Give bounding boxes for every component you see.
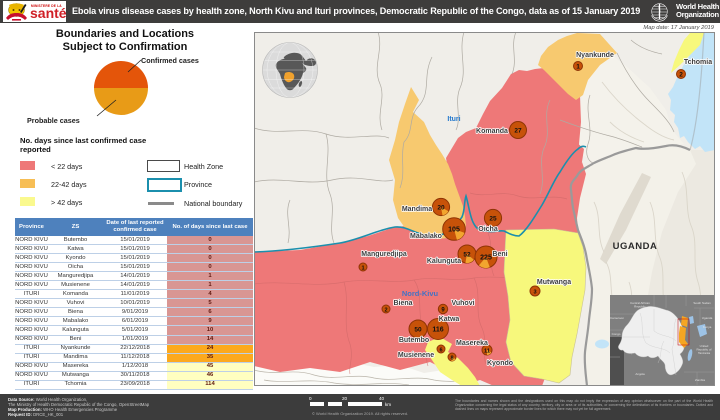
svg-text:Kenya: Kenya — [703, 325, 712, 329]
svg-text:Tanzania: Tanzania — [698, 351, 710, 355]
svg-text:Manguredjipa: Manguredjipa — [361, 251, 407, 258]
svg-text:25: 25 — [489, 216, 497, 223]
svg-text:Nyankunde: Nyankunde — [576, 52, 614, 59]
svg-text:Komanda: Komanda — [476, 128, 508, 135]
svg-text:Republic: Republic — [634, 305, 646, 309]
svg-text:52: 52 — [463, 252, 471, 259]
svg-text:9: 9 — [441, 308, 445, 314]
svg-text:Mandima: Mandima — [402, 206, 432, 213]
svg-text:Congo: Congo — [612, 332, 621, 336]
svg-text:27: 27 — [514, 128, 522, 135]
svg-text:Katwa: Katwa — [439, 316, 460, 323]
svg-text:50: 50 — [414, 327, 422, 334]
svg-text:South Sudan: South Sudan — [693, 301, 711, 305]
svg-text:Cameroon: Cameroon — [610, 316, 624, 320]
svg-text:Uganda: Uganda — [702, 316, 713, 320]
svg-text:11: 11 — [484, 348, 490, 354]
svg-text:Butembo: Butembo — [399, 337, 429, 344]
svg-text:Mabalako: Mabalako — [410, 233, 442, 240]
svg-text:1: 1 — [361, 265, 364, 271]
svg-text:Vuhovi: Vuhovi — [451, 300, 474, 307]
svg-text:Biena: Biena — [393, 300, 412, 307]
svg-text:UGANDA: UGANDA — [613, 241, 658, 252]
svg-text:105: 105 — [448, 227, 460, 234]
svg-text:Beni: Beni — [492, 251, 507, 258]
svg-text:Nord-Kivu: Nord-Kivu — [402, 289, 439, 298]
svg-text:116: 116 — [432, 327, 443, 334]
svg-text:Ituri: Ituri — [447, 116, 460, 123]
svg-text:1: 1 — [576, 64, 580, 71]
svg-text:Tchomia: Tchomia — [684, 59, 712, 66]
svg-text:Kalunguta: Kalunguta — [427, 258, 461, 265]
svg-text:6: 6 — [439, 347, 442, 353]
svg-text:Masereka: Masereka — [456, 340, 488, 347]
svg-text:Mutwanga: Mutwanga — [537, 279, 571, 286]
svg-text:20: 20 — [437, 205, 445, 212]
svg-text:Musienene: Musienene — [398, 352, 434, 359]
svg-text:2: 2 — [679, 72, 683, 79]
svg-text:Oicha: Oicha — [478, 226, 498, 233]
svg-text:Angola: Angola — [635, 372, 645, 376]
svg-text:Central African: Central African — [630, 301, 650, 305]
svg-text:225: 225 — [480, 255, 492, 262]
svg-text:United: United — [700, 344, 709, 348]
svg-text:3: 3 — [533, 289, 536, 295]
svg-text:Republic of: Republic of — [696, 348, 711, 352]
svg-text:8: 8 — [450, 355, 453, 361]
svg-text:Kyondo: Kyondo — [487, 360, 513, 367]
svg-text:2: 2 — [384, 307, 387, 313]
svg-text:Zambia: Zambia — [695, 378, 705, 382]
